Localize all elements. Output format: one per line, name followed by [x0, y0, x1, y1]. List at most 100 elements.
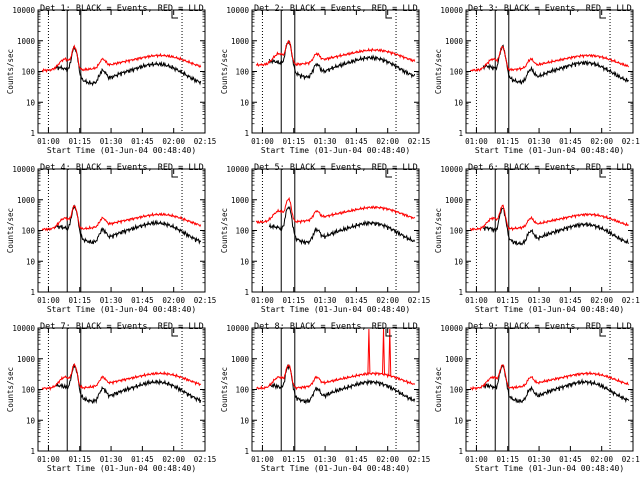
- y-axis-label: Counts/sec: [220, 367, 229, 412]
- y-tick-label: 100: [449, 386, 463, 395]
- x-tick-label: 01:45: [345, 455, 368, 464]
- y-tick-label: 10: [454, 98, 464, 107]
- y-tick-label: 1: [30, 129, 35, 138]
- y-tick-label: 10000: [226, 6, 249, 15]
- x-tick-label: 01:30: [528, 137, 551, 146]
- x-tick-label: 02:00: [590, 137, 613, 146]
- y-axis-label: Counts/sec: [6, 208, 15, 253]
- panel-det-4: 1 10 100 1000 10000 01:00 01:15 01:30 01:45 02:00…: [6, 163, 216, 314]
- y-tick-label: 100: [235, 227, 249, 236]
- lld-series-line: [469, 364, 629, 391]
- x-tick-label: 01:30: [314, 296, 337, 305]
- x-tick-label: 02:00: [376, 296, 399, 305]
- x-tick-label: 01:00: [251, 137, 274, 146]
- y-tick-label: 1000: [445, 196, 464, 205]
- x-tick-label: 01:00: [465, 455, 488, 464]
- y-tick-label: 100: [21, 227, 35, 236]
- y-tick-label: 100: [21, 68, 35, 77]
- y-axis-label: Counts/sec: [6, 367, 15, 412]
- y-tick-label: 1000: [17, 37, 36, 46]
- x-tick-label: 02:15: [622, 137, 640, 146]
- y-tick-label: 100: [235, 68, 249, 77]
- x-tick-label: 01:30: [100, 137, 123, 146]
- x-axis-label: Start Time (01-Jun-04 00:48:40): [47, 464, 196, 473]
- x-tick-label: 01:45: [559, 137, 582, 146]
- y-tick-label: 10000: [440, 6, 463, 15]
- lld-spike: [382, 328, 386, 375]
- x-tick-label: 01:45: [131, 455, 154, 464]
- x-tick-label: 02:00: [162, 137, 185, 146]
- legend-glyph: [599, 11, 606, 19]
- panel-title: Det 4: BLACK = Events, RED = LLD: [40, 163, 204, 173]
- x-axis-label: Start Time (01-Jun-04 00:48:40): [475, 305, 624, 314]
- panel-title: Det 8: BLACK = Events, RED = LLD: [254, 322, 418, 332]
- events-series-line: [268, 364, 416, 405]
- x-tick-label: 01:00: [37, 455, 60, 464]
- panel-det-3: 1 10 100 1000 10000 01:00 01:15 01:30 01:45 02:00…: [434, 4, 640, 155]
- y-tick-label: 10: [26, 416, 36, 425]
- x-tick-label: 02:15: [408, 455, 431, 464]
- x-tick-label: 02:00: [376, 455, 399, 464]
- legend-glyph: [385, 11, 392, 19]
- x-tick-label: 01:45: [131, 296, 154, 305]
- lld-series-line: [255, 39, 416, 67]
- x-tick-label: 01:15: [68, 296, 91, 305]
- x-tick-label: 02:00: [162, 296, 185, 305]
- panel-det-5: 1 10 100 1000 10000 01:00 01:15 01:30 01:45 02:00…: [220, 163, 430, 314]
- panel-det-8: 1 10 100 1000 10000 01:00 01:15 01:30 01:45 02:00…: [220, 322, 430, 473]
- y-tick-label: 100: [449, 227, 463, 236]
- lld-series-line: [256, 363, 416, 391]
- events-series-line: [482, 364, 630, 404]
- x-axis-label: Start Time (01-Jun-04 00:48:40): [47, 146, 196, 155]
- x-tick-label: 01:15: [68, 137, 91, 146]
- lld-spike: [367, 328, 371, 373]
- x-tick-label: 01:00: [251, 296, 274, 305]
- y-tick-label: 10000: [440, 165, 463, 174]
- x-tick-label: 01:45: [345, 296, 368, 305]
- lld-series-line: [41, 44, 202, 73]
- lld-series-line: [469, 204, 629, 232]
- x-tick-label: 01:15: [496, 296, 519, 305]
- legend-glyph: [385, 329, 392, 337]
- x-tick-label: 02:00: [376, 137, 399, 146]
- legend-glyph: [599, 170, 606, 178]
- lld-series-line: [41, 204, 202, 232]
- y-tick-label: 1000: [231, 355, 250, 364]
- x-axis-label: Start Time (01-Jun-04 00:48:40): [261, 464, 410, 473]
- plot-frame: [251, 9, 420, 134]
- x-tick-label: 02:15: [194, 137, 217, 146]
- y-tick-label: 10: [240, 98, 250, 107]
- lld-series-line: [470, 45, 630, 72]
- x-tick-label: 01:15: [282, 296, 305, 305]
- x-tick-label: 01:30: [314, 455, 337, 464]
- x-tick-label: 02:15: [408, 296, 431, 305]
- y-axis-label: Counts/sec: [220, 49, 229, 94]
- x-tick-label: 01:15: [496, 455, 519, 464]
- legend-glyph: [171, 329, 178, 337]
- x-tick-label: 02:15: [194, 455, 217, 464]
- x-tick-label: 01:45: [559, 455, 582, 464]
- events-series-line: [268, 40, 416, 81]
- lld-spike: [388, 328, 392, 377]
- y-tick-label: 1: [458, 288, 463, 297]
- y-tick-label: 1000: [17, 196, 36, 205]
- y-tick-label: 1: [30, 288, 35, 297]
- events-series-line: [268, 205, 416, 246]
- y-axis-label: Counts/sec: [6, 49, 15, 94]
- y-tick-label: 1000: [445, 37, 464, 46]
- x-tick-label: 01:45: [559, 296, 582, 305]
- x-tick-label: 01:30: [100, 455, 123, 464]
- y-tick-label: 1000: [17, 355, 36, 364]
- panel-title: Det 5: BLACK = Events, RED = LLD: [254, 163, 418, 173]
- x-tick-label: 01:15: [68, 455, 91, 464]
- y-tick-label: 1000: [231, 37, 250, 46]
- x-tick-label: 01:30: [314, 137, 337, 146]
- y-tick-label: 10: [240, 416, 250, 425]
- x-tick-label: 01:30: [100, 296, 123, 305]
- y-axis-label: Counts/sec: [434, 49, 443, 94]
- y-tick-label: 10000: [12, 6, 35, 15]
- events-series-line: [54, 364, 202, 405]
- x-tick-label: 02:15: [194, 296, 217, 305]
- x-tick-label: 01:00: [465, 137, 488, 146]
- y-tick-label: 10: [26, 257, 36, 266]
